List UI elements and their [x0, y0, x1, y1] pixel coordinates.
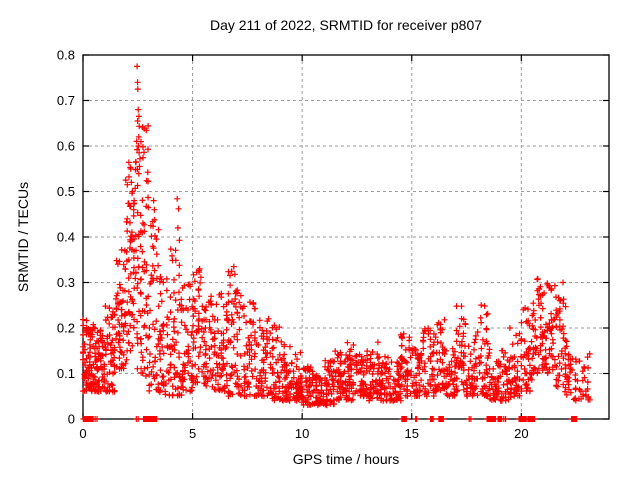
y-tick-label: 0.6	[57, 139, 75, 154]
y-tick-label: 0	[68, 412, 75, 427]
x-tick-label: 0	[79, 426, 86, 441]
y-tick-label: 0.8	[57, 48, 75, 63]
data-points	[80, 63, 593, 422]
x-tick-label: 20	[514, 426, 528, 441]
y-tick-label: 0.5	[57, 184, 75, 199]
y-tick-label: 0.3	[57, 275, 75, 290]
chart-title: Day 211 of 2022, SRMTID for receiver p80…	[209, 17, 483, 33]
x-tick-label: 5	[189, 426, 196, 441]
y-tick-label: 0.2	[57, 321, 75, 336]
x-tick-label: 15	[405, 426, 419, 441]
y-tick-label: 0.7	[57, 93, 75, 108]
y-tick-label: 0.4	[57, 230, 75, 245]
x-axis-label: GPS time / hours	[292, 451, 400, 467]
x-tick-label: 10	[295, 426, 309, 441]
y-tick-label: 0.1	[57, 366, 75, 381]
